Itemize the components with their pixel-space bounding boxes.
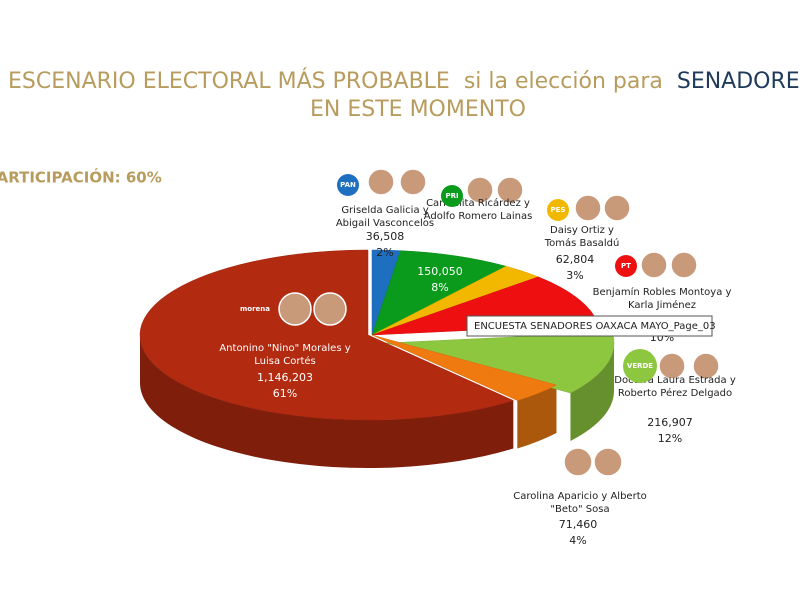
party-logo bbox=[547, 199, 569, 221]
photo bbox=[670, 251, 698, 279]
party-name: PAN bbox=[340, 181, 356, 189]
photo bbox=[367, 168, 395, 196]
photo bbox=[496, 176, 524, 204]
vote-label: 216,907 bbox=[647, 416, 693, 429]
vote-label: 36,508 bbox=[366, 230, 405, 243]
candidate-label: Antonino "Nino" Morales y bbox=[219, 343, 350, 354]
photo bbox=[658, 352, 686, 380]
photo bbox=[593, 447, 623, 477]
vote-label: 150,050 bbox=[417, 265, 463, 278]
title-part: SENADORES bbox=[677, 69, 800, 94]
candidate-label: Roberto Pérez Delgado bbox=[618, 387, 732, 399]
slice-side bbox=[570, 343, 614, 441]
slice bbox=[139, 249, 515, 421]
percent-label: 61% bbox=[273, 387, 297, 400]
party-name: morena bbox=[240, 305, 270, 313]
chart-title: EN ESTE MOMENTO bbox=[310, 97, 526, 122]
photo bbox=[313, 292, 347, 326]
party-name: PT bbox=[621, 262, 631, 270]
percent-label: 3% bbox=[566, 269, 583, 282]
party-name: PES bbox=[551, 206, 566, 214]
party-logo bbox=[615, 255, 637, 277]
slice bbox=[371, 334, 558, 401]
photo bbox=[692, 352, 720, 380]
candidate-label: Abigail Vasconcelos bbox=[336, 218, 434, 229]
photo bbox=[574, 194, 602, 222]
candidate-label: Adolfo Romero Lainas bbox=[424, 211, 533, 222]
party-logo bbox=[337, 174, 359, 196]
percent-label: 8% bbox=[431, 281, 448, 294]
party-logo bbox=[238, 292, 272, 326]
slice bbox=[371, 250, 507, 336]
subtitle: PARTICIPACIÓN: 60% bbox=[0, 168, 162, 187]
photo bbox=[399, 168, 427, 196]
title-part: si la elección para bbox=[464, 69, 663, 94]
photo bbox=[466, 176, 494, 204]
candidate-label: Benjamín Robles Montoya y bbox=[593, 286, 732, 298]
vote-label: 71,460 bbox=[559, 518, 598, 531]
candidate-label: Luisa Cortés bbox=[254, 355, 316, 367]
candidate-label: Karla Jiménez bbox=[628, 299, 696, 311]
tooltip: ENCUESTA SENADORES OAXACA MAYO_Page_03 bbox=[474, 321, 716, 332]
candidate-label: Tomás Basaldú bbox=[544, 237, 620, 249]
slice-side bbox=[140, 335, 514, 468]
candidate-label: Daisy Ortiz y bbox=[550, 225, 614, 236]
photos bbox=[278, 168, 720, 477]
party-logo bbox=[441, 185, 463, 207]
candidate-label: Carolina Aparicio y Alberto bbox=[513, 491, 646, 502]
percent-label: 12% bbox=[658, 432, 682, 445]
candidate-label: Griselda Galicia y bbox=[341, 205, 428, 216]
vote-label: 1,146,203 bbox=[257, 371, 313, 384]
title-part: ESCENARIO ELECTORAL MÁS PROBABLE bbox=[8, 68, 450, 94]
pie-sides bbox=[140, 335, 614, 468]
percent-label: 2% bbox=[376, 246, 393, 259]
slice bbox=[385, 332, 615, 394]
labels: Griselda Galicia y Abigail Vasconcelos36,… bbox=[219, 174, 736, 547]
slice-side bbox=[517, 384, 557, 449]
photo bbox=[563, 447, 593, 477]
vote-label: 62,804 bbox=[556, 253, 595, 266]
party-name: PRI bbox=[445, 192, 458, 200]
candidate-label: "Beto" Sosa bbox=[550, 504, 609, 515]
party-logo bbox=[623, 349, 657, 383]
percent-label: 4% bbox=[569, 534, 586, 547]
party-name: VERDE bbox=[627, 362, 653, 370]
photo bbox=[603, 194, 631, 222]
photo bbox=[640, 251, 668, 279]
chart-title: ESCENARIO ELECTORAL MÁS PROBABLE si la e… bbox=[8, 68, 800, 94]
photo bbox=[278, 292, 312, 326]
tooltip-box bbox=[466, 315, 713, 337]
candidate-label: Doctora Laura Estrada y bbox=[614, 375, 736, 386]
